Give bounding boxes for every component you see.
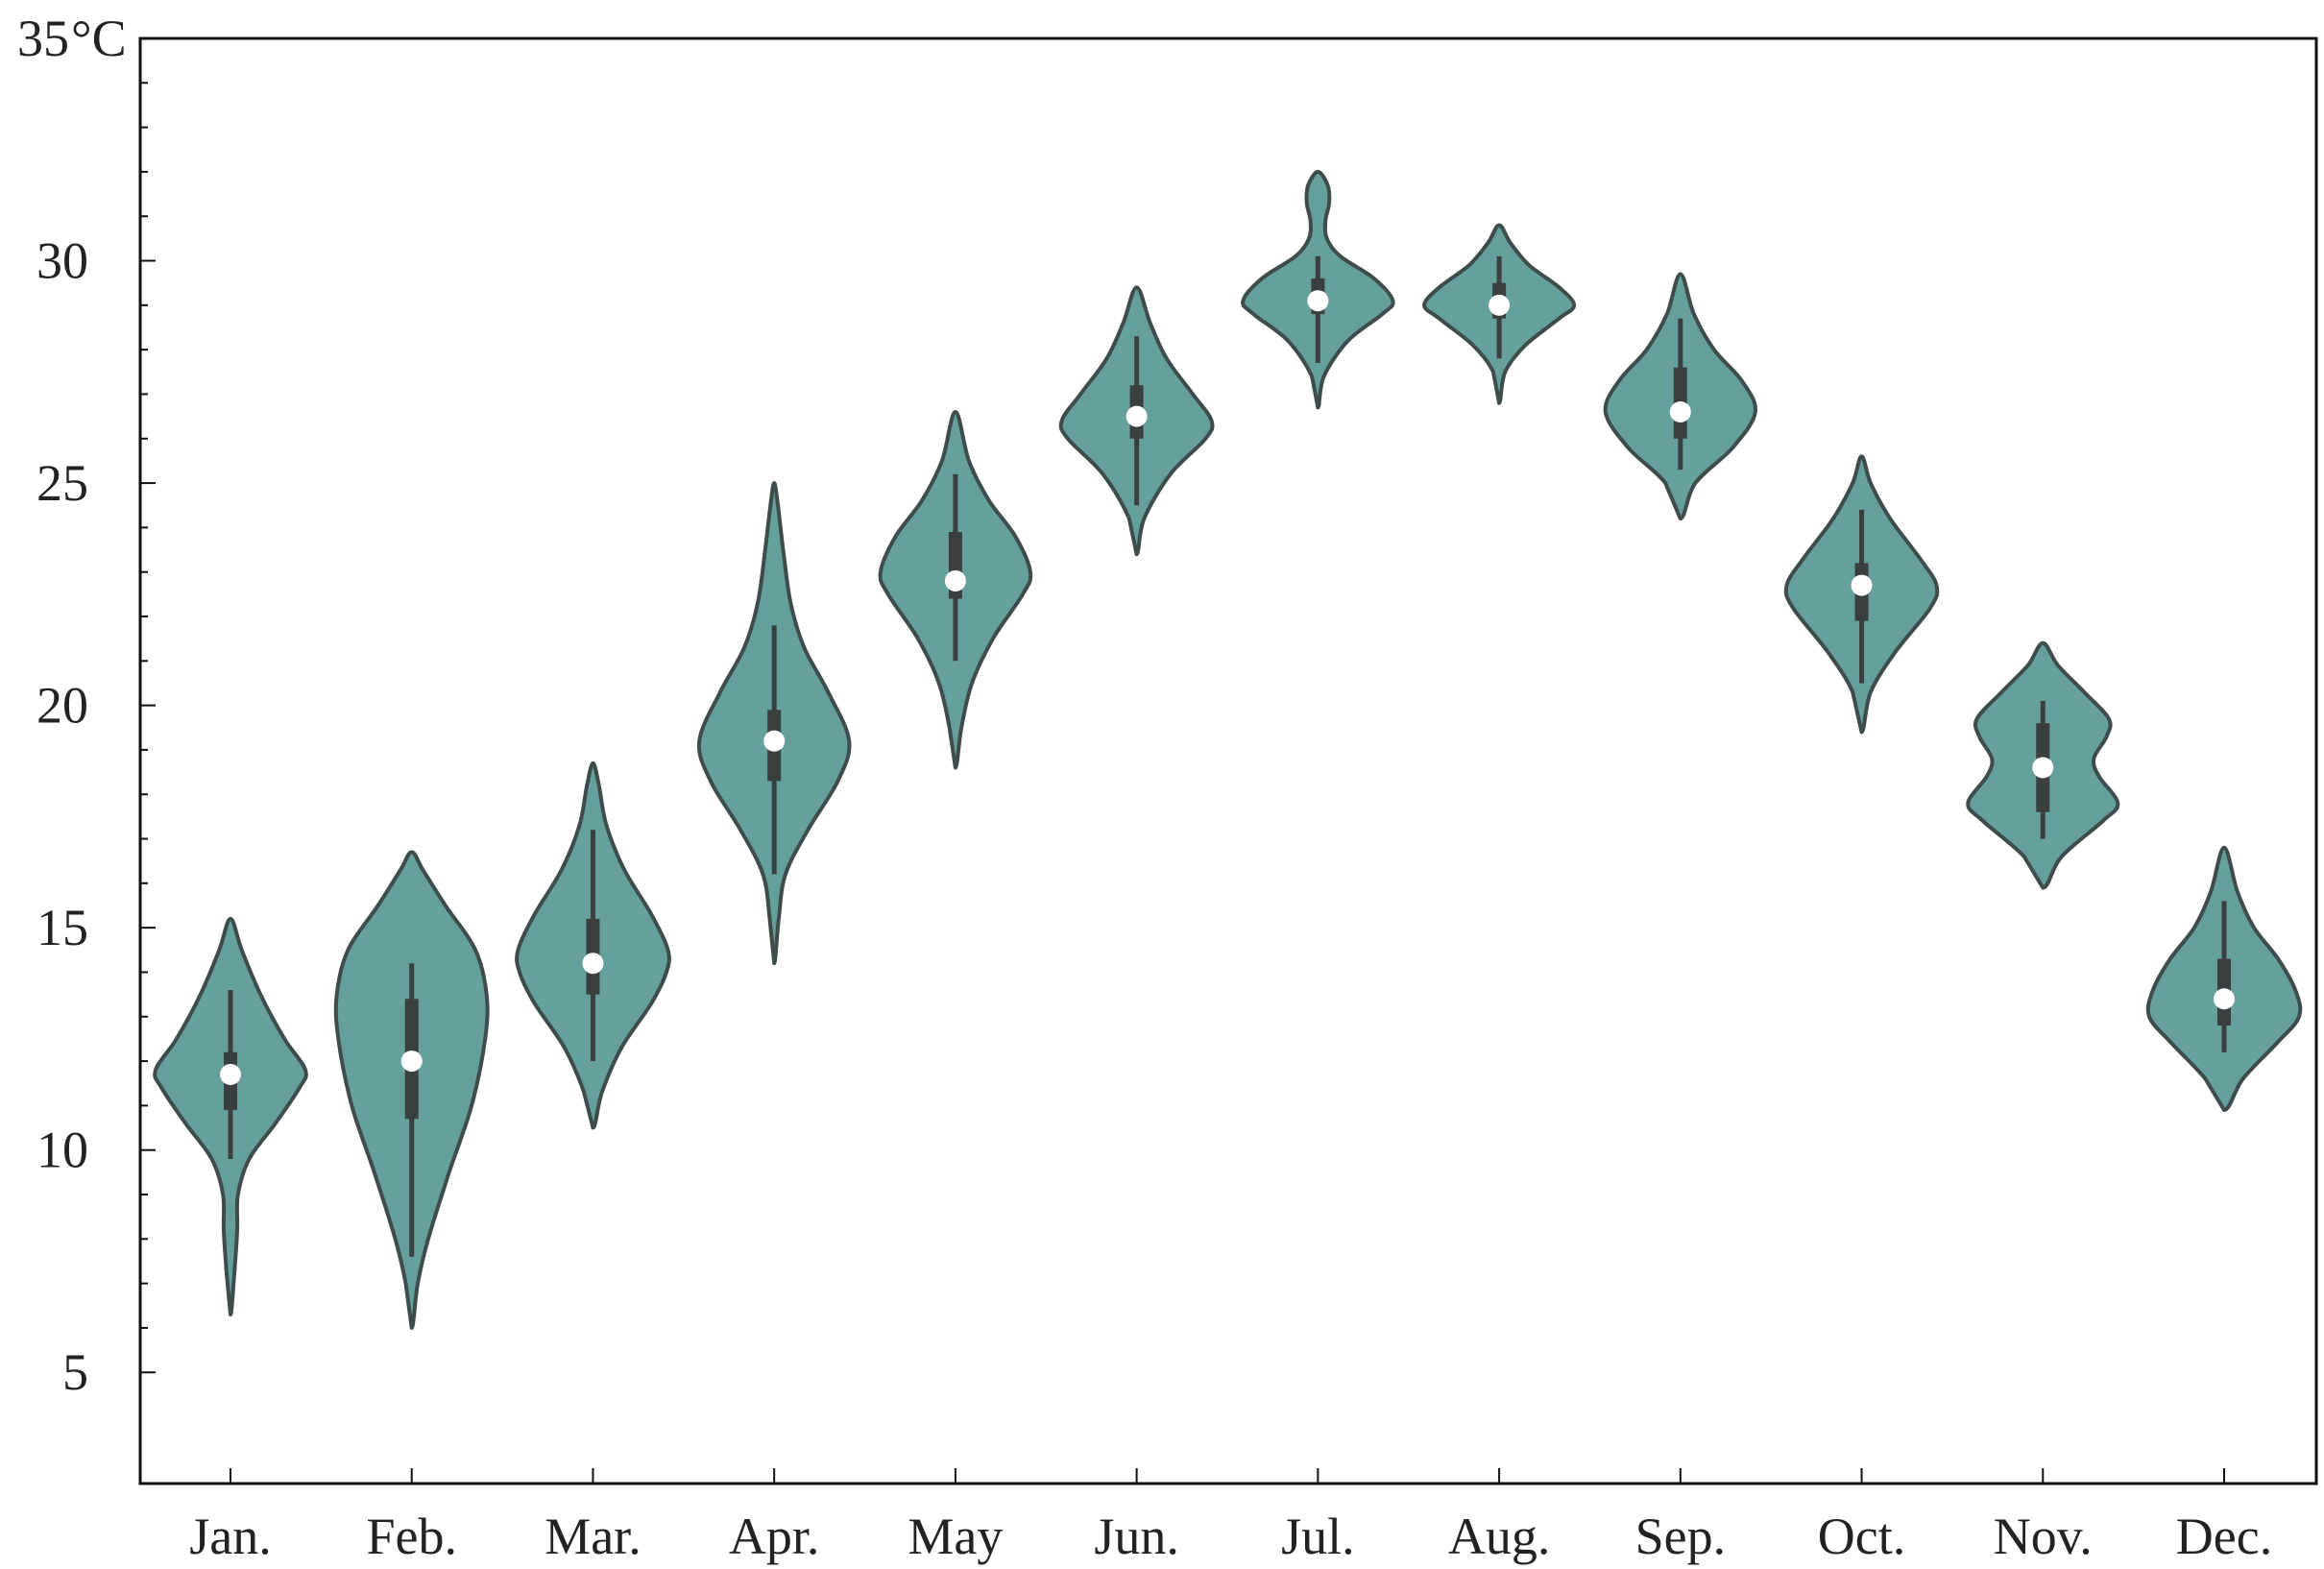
x-tick-label: May	[908, 1508, 1003, 1565]
violins-layer	[153, 169, 2303, 1330]
violin-4	[696, 481, 852, 966]
y-tick-label: 25	[36, 454, 88, 512]
x-tick-label: Nov.	[1994, 1508, 2093, 1565]
violin-median-dot	[1489, 294, 1511, 316]
x-axis: Jan. Feb. Mar. Apr. May Jun. Jul. Aug. Sep. Oct. N…	[189, 1468, 2272, 1565]
violin-median-dot	[944, 569, 966, 591]
violin-median-dot	[1126, 405, 1148, 427]
violin-median-dot	[763, 730, 786, 752]
violin-9	[1603, 272, 1757, 521]
x-tick-label: Apr.	[729, 1508, 820, 1565]
violin-1	[153, 916, 308, 1316]
y-tick-label: 35	[17, 10, 69, 67]
violin-6	[1058, 285, 1215, 557]
y-tick-label: 30	[36, 232, 88, 290]
violin-median-dot	[220, 1063, 241, 1085]
violin-median-dot	[2214, 988, 2235, 1010]
x-tick-label: Jul.	[1281, 1508, 1355, 1565]
x-tick-label: Sep.	[1635, 1508, 1727, 1565]
violin-2	[333, 850, 490, 1330]
violin-10	[1783, 454, 1940, 735]
x-tick-label: Oct.	[1818, 1508, 1905, 1565]
violin-8	[1422, 223, 1577, 405]
x-tick-label: Jan.	[189, 1508, 271, 1565]
x-tick-label: Mar.	[545, 1508, 642, 1565]
y-tick-label: 5	[62, 1343, 88, 1401]
x-tick-label: Dec.	[2176, 1508, 2272, 1565]
x-tick-label: Jun.	[1094, 1508, 1179, 1565]
y-tick-label: 15	[36, 899, 88, 956]
violin-3	[515, 760, 671, 1130]
violin-12	[2145, 845, 2303, 1112]
x-tick-label: Aug.	[1448, 1508, 1551, 1565]
violin-5	[878, 410, 1033, 770]
y-tick-label: 10	[36, 1122, 88, 1179]
violin-7	[1241, 169, 1395, 410]
violin-median-dot	[582, 953, 604, 975]
x-tick-label: Feb.	[366, 1508, 457, 1565]
y-axis: 5 10 15 20 25 30 35	[17, 10, 156, 1401]
plot-frame	[138, 36, 2318, 1485]
violin-median-dot	[1307, 290, 1329, 312]
violin-median-dot	[1669, 400, 1691, 422]
violin-median-dot	[2032, 757, 2054, 779]
violin-median-dot	[1851, 574, 1873, 596]
y-tick-label: 20	[36, 677, 88, 735]
violin-median-dot	[400, 1050, 423, 1073]
y-unit-label: °C	[71, 10, 127, 67]
violin-11	[1966, 640, 2120, 890]
